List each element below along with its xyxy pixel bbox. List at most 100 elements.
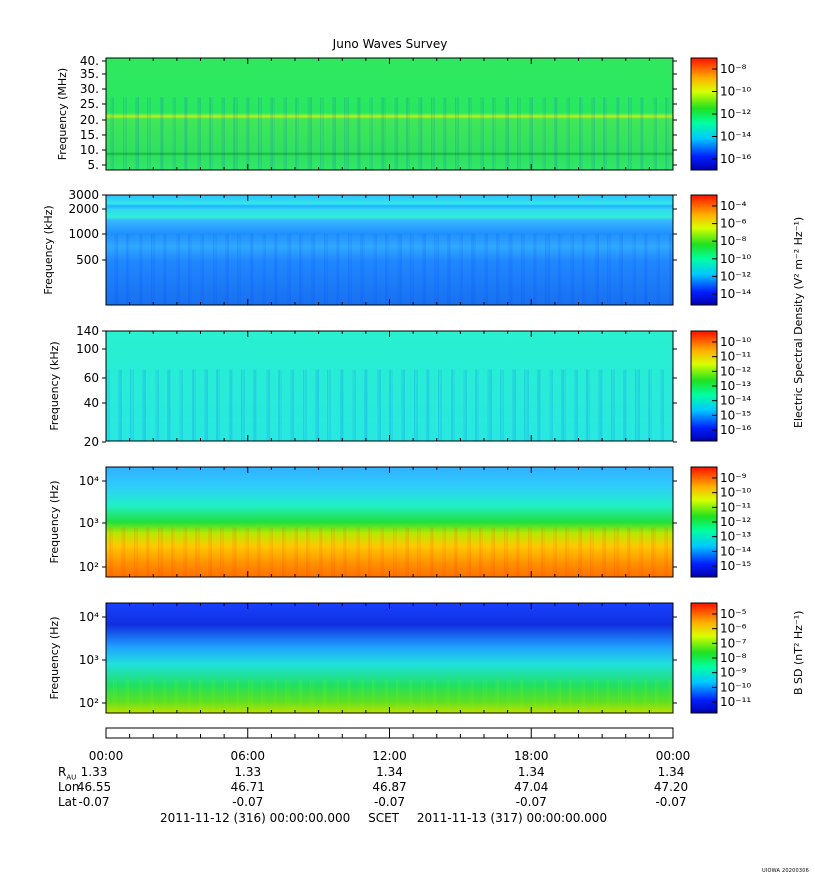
streak: [594, 97, 595, 170]
streak: [542, 97, 543, 170]
streak: [403, 369, 404, 441]
streak: [374, 680, 375, 713]
streak: [327, 233, 328, 305]
streak: [347, 680, 348, 713]
streak: [138, 680, 139, 713]
streak: [608, 233, 609, 305]
streak: [391, 369, 392, 441]
streak: [618, 97, 619, 170]
streak: [142, 233, 143, 305]
streak: [323, 97, 324, 170]
streak: [274, 680, 275, 713]
streak: [312, 233, 313, 305]
streak: [214, 233, 215, 305]
streak: [447, 680, 448, 713]
streak: [493, 527, 494, 577]
streak: [269, 369, 270, 441]
streak: [439, 369, 440, 441]
streak: [633, 233, 634, 305]
streak: [243, 369, 244, 441]
streak: [651, 369, 652, 441]
streak: [117, 233, 118, 305]
y-tick-label: 10²: [79, 560, 99, 574]
streak: [499, 233, 500, 305]
streak: [287, 680, 288, 713]
streak: [657, 233, 658, 305]
streak: [249, 97, 250, 170]
streak: [272, 527, 273, 577]
streak: [227, 233, 228, 305]
streak: [364, 233, 365, 305]
colorbar-tick-label: 10⁻¹⁶: [720, 423, 751, 437]
streak: [666, 527, 667, 577]
streak: [237, 233, 238, 305]
streak: [160, 527, 161, 577]
streak: [438, 369, 439, 441]
streak: [461, 233, 462, 305]
streak: [559, 233, 560, 305]
streak: [604, 97, 605, 170]
streak: [550, 369, 551, 441]
streak: [438, 233, 439, 305]
streak: [519, 97, 520, 170]
streak: [283, 97, 284, 170]
streak: [214, 680, 215, 713]
streak: [310, 680, 311, 713]
streak: [149, 97, 150, 170]
streak: [587, 369, 588, 441]
streak: [516, 527, 517, 577]
y-tick-label: 500: [76, 253, 99, 267]
streak: [195, 527, 196, 577]
streak: [653, 97, 654, 170]
streak: [285, 97, 286, 170]
streak: [571, 680, 572, 713]
colorbar-tick-label: 10⁻¹⁰: [720, 486, 751, 500]
streak: [255, 369, 256, 441]
streak: [339, 233, 340, 305]
streak: [382, 97, 383, 170]
streak: [123, 527, 124, 577]
streak: [312, 680, 313, 713]
streak: [494, 97, 495, 170]
streak: [283, 527, 284, 577]
streak: [417, 369, 418, 441]
streak: [654, 97, 655, 170]
streak: [297, 527, 298, 577]
streak: [393, 527, 394, 577]
streak: [367, 369, 368, 441]
streak: [434, 97, 435, 170]
streak: [627, 527, 628, 577]
streak: [127, 233, 128, 305]
streak: [504, 527, 505, 577]
streak: [470, 97, 471, 170]
streak: [479, 527, 480, 577]
streak: [318, 369, 319, 441]
streak: [210, 527, 211, 577]
y-tick-label: 10⁴: [79, 610, 99, 624]
streak: [232, 369, 233, 441]
streak: [308, 97, 309, 170]
streak: [571, 233, 572, 305]
streak: [195, 369, 196, 441]
electric-colorbar-label: Electric Spectral Density (V² m⁻² Hz⁻¹): [792, 217, 805, 428]
streak: [451, 369, 452, 441]
streak: [322, 97, 323, 170]
colorbar-tick-label: 10⁻¹⁴: [720, 544, 751, 558]
streak: [365, 369, 366, 441]
streak: [286, 680, 287, 713]
streak: [188, 233, 189, 305]
streak: [453, 369, 454, 441]
streak: [510, 680, 511, 713]
y-tick-label: 3000: [68, 188, 99, 202]
streak: [563, 369, 564, 441]
streak: [670, 233, 671, 305]
streak: [121, 527, 122, 577]
streak: [113, 680, 114, 713]
streak: [225, 680, 226, 713]
streak: [216, 233, 217, 305]
streak: [384, 680, 385, 713]
streak: [522, 680, 523, 713]
streak: [651, 527, 652, 577]
streak: [381, 97, 382, 170]
